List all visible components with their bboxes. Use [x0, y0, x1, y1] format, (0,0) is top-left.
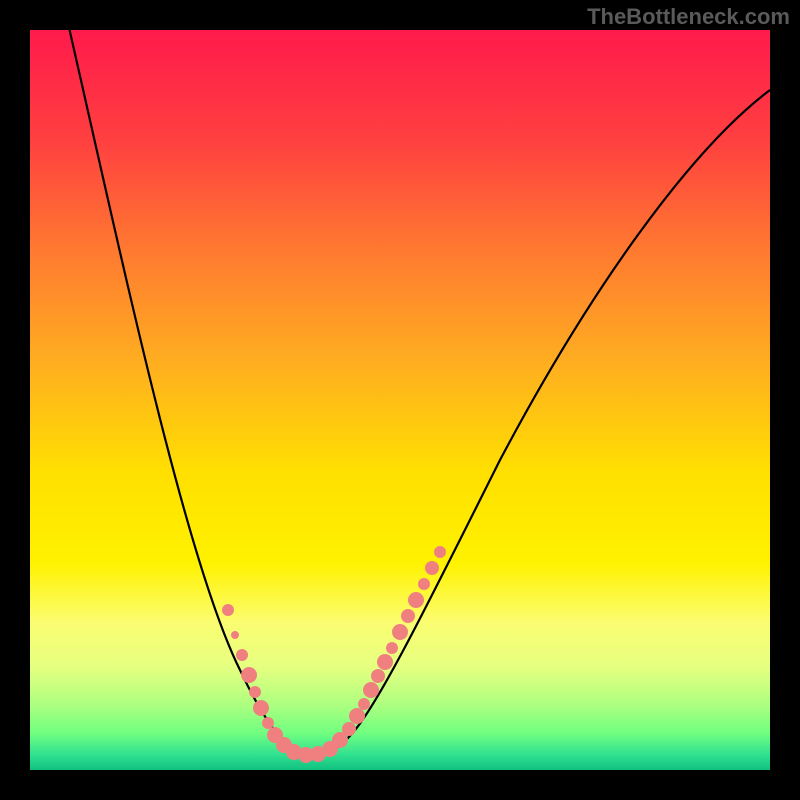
chart-canvas: TheBottleneck.com: [0, 0, 800, 800]
data-point: [253, 700, 269, 716]
data-point: [425, 561, 439, 575]
data-point: [249, 686, 261, 698]
data-point: [358, 698, 370, 710]
watermark-text: TheBottleneck.com: [587, 4, 790, 30]
data-point: [434, 546, 446, 558]
data-point: [363, 682, 379, 698]
data-point: [262, 717, 274, 729]
data-point: [386, 642, 398, 654]
data-point: [392, 624, 408, 640]
data-point: [418, 578, 430, 590]
data-point: [401, 609, 415, 623]
data-point: [241, 667, 257, 683]
data-point: [408, 592, 424, 608]
data-point: [342, 722, 356, 736]
data-point: [377, 654, 393, 670]
data-point: [349, 708, 365, 724]
data-point: [231, 631, 239, 639]
data-point: [222, 604, 234, 616]
plot-area: [30, 30, 770, 770]
data-point: [371, 669, 385, 683]
data-point: [236, 649, 248, 661]
bottleneck-curve: [30, 30, 770, 770]
